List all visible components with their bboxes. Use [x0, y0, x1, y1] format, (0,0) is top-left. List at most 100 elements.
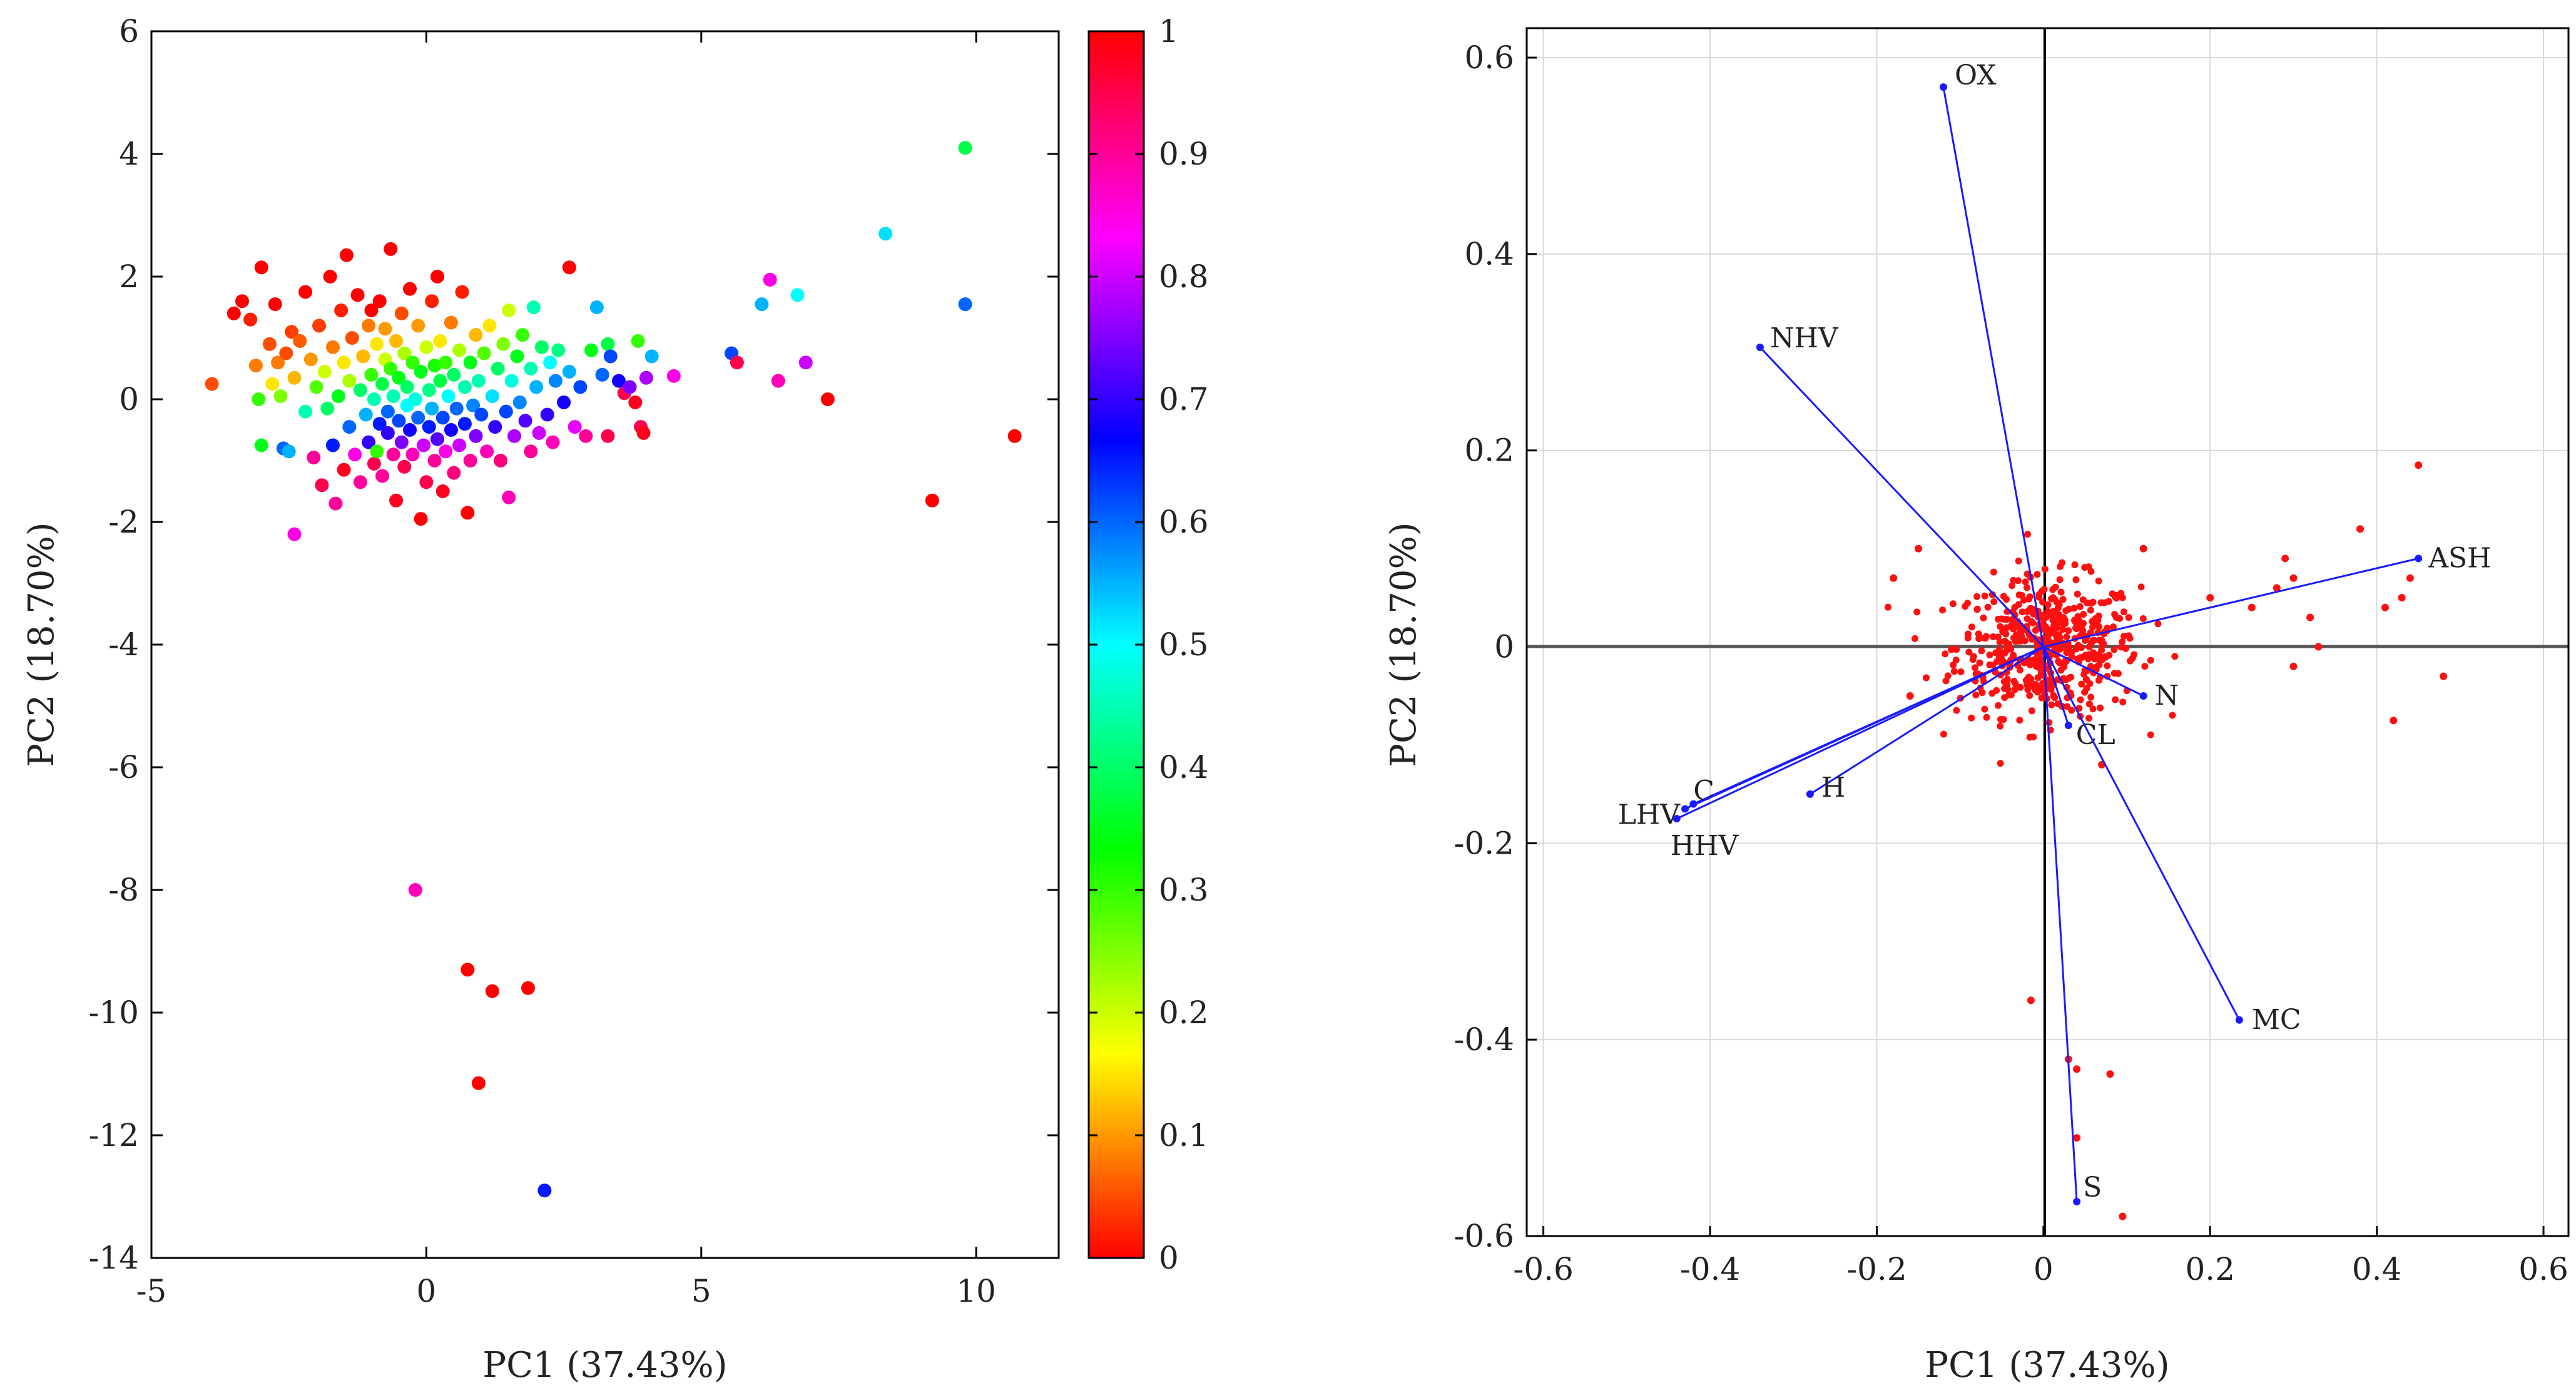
scatter-point [433, 374, 447, 388]
scatter-point [342, 420, 357, 434]
score-point [2038, 588, 2045, 595]
scatter-point [389, 493, 404, 508]
score-point [2020, 596, 2028, 604]
score-point [2117, 590, 2125, 597]
right-y-tick-label: -0.6 [1454, 1218, 1514, 1254]
scatter-point [273, 389, 288, 404]
score-point [2008, 582, 2016, 590]
score-point [2055, 614, 2062, 621]
left-x-tick-label: 10 [956, 1273, 996, 1309]
scatter-point [603, 349, 618, 364]
score-point [2034, 674, 2042, 682]
score-point [1915, 544, 1923, 553]
score-point [2017, 683, 2024, 691]
right-x-tick-label: 0.6 [2518, 1251, 2568, 1287]
scatter-point [397, 346, 412, 360]
score-point [2053, 633, 2060, 641]
score-point [2037, 655, 2044, 662]
scatter-point [419, 475, 434, 489]
score-point [2059, 626, 2067, 633]
score-point [1990, 598, 1998, 606]
score-point [2105, 598, 2112, 605]
scatter-point [601, 429, 615, 443]
score-point [2077, 621, 2085, 629]
score-point [2147, 657, 2154, 664]
left-y-tick-label: -2 [108, 504, 139, 540]
right-y-tick-label: 0.6 [1464, 39, 1514, 76]
right-y-tick-label: -0.2 [1454, 825, 1514, 861]
score-point [1968, 623, 1975, 631]
left-y-tick-label: -4 [108, 626, 139, 663]
score-point [2440, 672, 2448, 680]
scatter-point [628, 395, 643, 409]
scatter-point [518, 414, 532, 428]
scatter-point [623, 380, 637, 394]
colorbar-tick-label: 1 [1159, 13, 1179, 49]
score-point [1986, 651, 1993, 658]
left-scatter-points [205, 141, 1022, 1198]
score-point [2169, 712, 2176, 719]
score-point [2098, 638, 2105, 645]
scatter-point [601, 337, 615, 351]
scatter-point [485, 389, 499, 404]
scatter-point [298, 285, 313, 299]
score-point [2026, 733, 2034, 741]
score-point [1964, 600, 1972, 607]
scatter-point [422, 420, 436, 434]
score-point [2034, 571, 2041, 578]
score-point [2038, 694, 2045, 702]
score-point [2001, 649, 2008, 657]
scatter-point [526, 300, 541, 314]
score-point [2022, 578, 2029, 586]
scatter-point [524, 362, 538, 376]
scatter-point [557, 395, 571, 409]
score-point [2005, 691, 2013, 698]
score-point [1965, 648, 1973, 656]
scatter-point [414, 512, 428, 526]
score-point [2077, 696, 2084, 703]
score-point [2016, 717, 2024, 724]
scatter-point [320, 401, 335, 416]
score-point [2248, 603, 2256, 611]
scatter-point [386, 447, 400, 462]
score-point [2012, 638, 2019, 645]
score-point [2119, 1212, 2127, 1220]
score-point [2119, 698, 2127, 706]
score-point [2110, 646, 2118, 653]
score-point [2047, 683, 2054, 690]
loading-vector-ox [1942, 86, 2045, 647]
score-point [2074, 590, 2081, 598]
score-point [2080, 611, 2087, 618]
score-point [1976, 659, 1983, 667]
loading-endpoint-s [2073, 1198, 2081, 1206]
scatter-point [265, 377, 280, 391]
scatter-point [359, 407, 373, 422]
loading-endpoint-nhv [1756, 343, 1764, 351]
scatter-point [334, 303, 349, 317]
score-point [1947, 646, 1955, 653]
scatter-point [248, 359, 263, 373]
score-point [1964, 630, 1972, 638]
scatter-point [400, 380, 414, 394]
scatter-point [372, 417, 387, 431]
score-point [2032, 660, 2040, 668]
scatter-point [350, 288, 365, 302]
scatter-point [386, 389, 400, 404]
scatter-point [435, 484, 450, 498]
scatter-point [447, 367, 461, 382]
scatter-point [532, 426, 546, 440]
scatter-point [452, 343, 467, 357]
scatter-point [546, 435, 560, 449]
scatter-point [312, 319, 327, 333]
scatter-point [631, 334, 645, 348]
scatter-point [529, 380, 544, 394]
score-point [2112, 595, 2120, 602]
loading-label-ash: ASH [2428, 542, 2491, 574]
score-point [2003, 643, 2010, 651]
scatter-point [463, 454, 477, 468]
score-point [2141, 663, 2149, 670]
score-point [2003, 624, 2010, 631]
score-point [2090, 655, 2098, 663]
